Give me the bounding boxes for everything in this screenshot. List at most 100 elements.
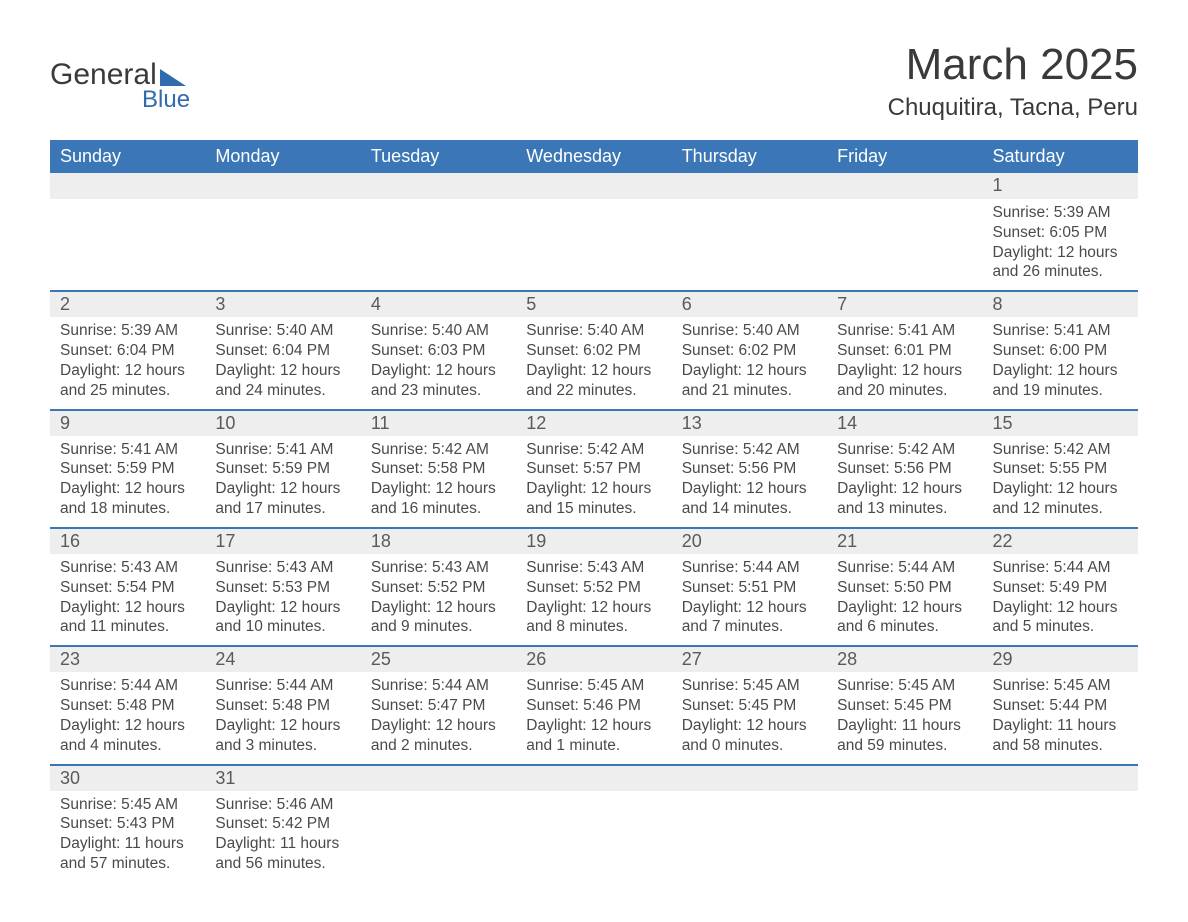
sunrise-line: Sunrise: 5:45 AM (526, 676, 661, 696)
day-content-cell: Sunrise: 5:45 AMSunset: 5:45 PMDaylight:… (672, 672, 827, 764)
weekday-header: Thursday (672, 140, 827, 173)
day-number-cell: 12 (516, 410, 671, 436)
day-number: 30 (60, 768, 80, 788)
day-number: 6 (682, 294, 692, 314)
day-number-cell (516, 173, 671, 199)
sunrise-line: Sunrise: 5:41 AM (837, 321, 972, 341)
day-content-cell: Sunrise: 5:43 AMSunset: 5:54 PMDaylight:… (50, 554, 205, 646)
sunrise-line: Sunrise: 5:44 AM (371, 676, 506, 696)
sunrise-line: Sunrise: 5:42 AM (993, 440, 1128, 460)
sunrise-line: Sunrise: 5:44 AM (682, 558, 817, 578)
calendar-table: Sunday Monday Tuesday Wednesday Thursday… (50, 140, 1138, 882)
day-number-row: 9101112131415 (50, 410, 1138, 436)
day-content-cell (361, 199, 516, 291)
day-content-cell: Sunrise: 5:44 AMSunset: 5:51 PMDaylight:… (672, 554, 827, 646)
day-content-cell (516, 791, 671, 882)
day-number: 3 (215, 294, 225, 314)
header: General Blue March 2025 Chuquitira, Tacn… (50, 40, 1138, 122)
day-number: 23 (60, 649, 80, 669)
sunrise-line: Sunrise: 5:41 AM (993, 321, 1128, 341)
day-number-cell: 13 (672, 410, 827, 436)
day-content-cell (672, 199, 827, 291)
weekday-header: Wednesday (516, 140, 671, 173)
sunset-line: Sunset: 6:01 PM (837, 341, 972, 361)
logo-triangle-icon (160, 69, 186, 86)
sunset-line: Sunset: 5:48 PM (215, 696, 350, 716)
day-content-cell: Sunrise: 5:42 AMSunset: 5:56 PMDaylight:… (672, 436, 827, 528)
sunrise-line: Sunrise: 5:45 AM (682, 676, 817, 696)
day-number: 9 (60, 413, 70, 433)
daylight-line: Daylight: 12 hours and 7 minutes. (682, 598, 817, 638)
day-number-row: 2345678 (50, 291, 1138, 317)
day-number-cell: 29 (983, 646, 1138, 672)
daylight-line: Daylight: 12 hours and 13 minutes. (837, 479, 972, 519)
day-content-cell: Sunrise: 5:44 AMSunset: 5:47 PMDaylight:… (361, 672, 516, 764)
day-number-cell: 2 (50, 291, 205, 317)
day-content-cell: Sunrise: 5:41 AMSunset: 6:01 PMDaylight:… (827, 317, 982, 409)
title-block: March 2025 Chuquitira, Tacna, Peru (888, 40, 1138, 122)
day-content-cell: Sunrise: 5:44 AMSunset: 5:48 PMDaylight:… (50, 672, 205, 764)
day-number-row: 1 (50, 173, 1138, 199)
daylight-line: Daylight: 11 hours and 59 minutes. (837, 716, 972, 756)
daylight-line: Daylight: 12 hours and 24 minutes. (215, 361, 350, 401)
day-number: 8 (993, 294, 1003, 314)
day-content-cell: Sunrise: 5:40 AMSunset: 6:02 PMDaylight:… (672, 317, 827, 409)
sunrise-line: Sunrise: 5:42 AM (526, 440, 661, 460)
day-number: 29 (993, 649, 1013, 669)
day-number-cell: 27 (672, 646, 827, 672)
day-content-cell: Sunrise: 5:41 AMSunset: 6:00 PMDaylight:… (983, 317, 1138, 409)
sunset-line: Sunset: 5:42 PM (215, 814, 350, 834)
day-content-cell (827, 199, 982, 291)
daylight-line: Daylight: 12 hours and 14 minutes. (682, 479, 817, 519)
day-number: 4 (371, 294, 381, 314)
sunset-line: Sunset: 6:03 PM (371, 341, 506, 361)
page-title: March 2025 (888, 40, 1138, 90)
daylight-line: Daylight: 12 hours and 21 minutes. (682, 361, 817, 401)
sunrise-line: Sunrise: 5:44 AM (993, 558, 1128, 578)
day-number-cell (672, 765, 827, 791)
daylight-line: Daylight: 12 hours and 15 minutes. (526, 479, 661, 519)
day-number: 7 (837, 294, 847, 314)
day-content-row: Sunrise: 5:39 AMSunset: 6:04 PMDaylight:… (50, 317, 1138, 409)
day-number-row: 16171819202122 (50, 528, 1138, 554)
sunset-line: Sunset: 5:59 PM (215, 459, 350, 479)
day-content-cell: Sunrise: 5:39 AMSunset: 6:05 PMDaylight:… (983, 199, 1138, 291)
day-content-cell (672, 791, 827, 882)
sunset-line: Sunset: 6:04 PM (60, 341, 195, 361)
sunset-line: Sunset: 5:56 PM (837, 459, 972, 479)
sunset-line: Sunset: 6:02 PM (526, 341, 661, 361)
daylight-line: Daylight: 12 hours and 5 minutes. (993, 598, 1128, 638)
day-content-cell (361, 791, 516, 882)
sunrise-line: Sunrise: 5:42 AM (682, 440, 817, 460)
day-content-cell: Sunrise: 5:41 AMSunset: 5:59 PMDaylight:… (50, 436, 205, 528)
sunrise-line: Sunrise: 5:41 AM (215, 440, 350, 460)
weekday-header: Friday (827, 140, 982, 173)
sunrise-line: Sunrise: 5:42 AM (371, 440, 506, 460)
day-number: 27 (682, 649, 702, 669)
day-number-cell (205, 173, 360, 199)
day-content-cell: Sunrise: 5:43 AMSunset: 5:53 PMDaylight:… (205, 554, 360, 646)
sunrise-line: Sunrise: 5:45 AM (993, 676, 1128, 696)
sunrise-line: Sunrise: 5:44 AM (60, 676, 195, 696)
sunset-line: Sunset: 5:44 PM (993, 696, 1128, 716)
day-number-cell: 14 (827, 410, 982, 436)
day-number-cell (672, 173, 827, 199)
sunrise-line: Sunrise: 5:45 AM (837, 676, 972, 696)
day-number-cell: 28 (827, 646, 982, 672)
day-number-cell: 23 (50, 646, 205, 672)
sunrise-line: Sunrise: 5:40 AM (371, 321, 506, 341)
day-number: 13 (682, 413, 702, 433)
day-number-cell (827, 765, 982, 791)
day-number-cell: 17 (205, 528, 360, 554)
day-content-cell: Sunrise: 5:45 AMSunset: 5:46 PMDaylight:… (516, 672, 671, 764)
sunset-line: Sunset: 5:56 PM (682, 459, 817, 479)
day-number-cell (50, 173, 205, 199)
day-content-cell: Sunrise: 5:45 AMSunset: 5:44 PMDaylight:… (983, 672, 1138, 764)
day-number: 18 (371, 531, 391, 551)
sunrise-line: Sunrise: 5:44 AM (837, 558, 972, 578)
sunset-line: Sunset: 6:04 PM (215, 341, 350, 361)
day-number-row: 3031 (50, 765, 1138, 791)
day-number: 17 (215, 531, 235, 551)
daylight-line: Daylight: 12 hours and 9 minutes. (371, 598, 506, 638)
logo-text-sub: Blue (142, 86, 190, 114)
